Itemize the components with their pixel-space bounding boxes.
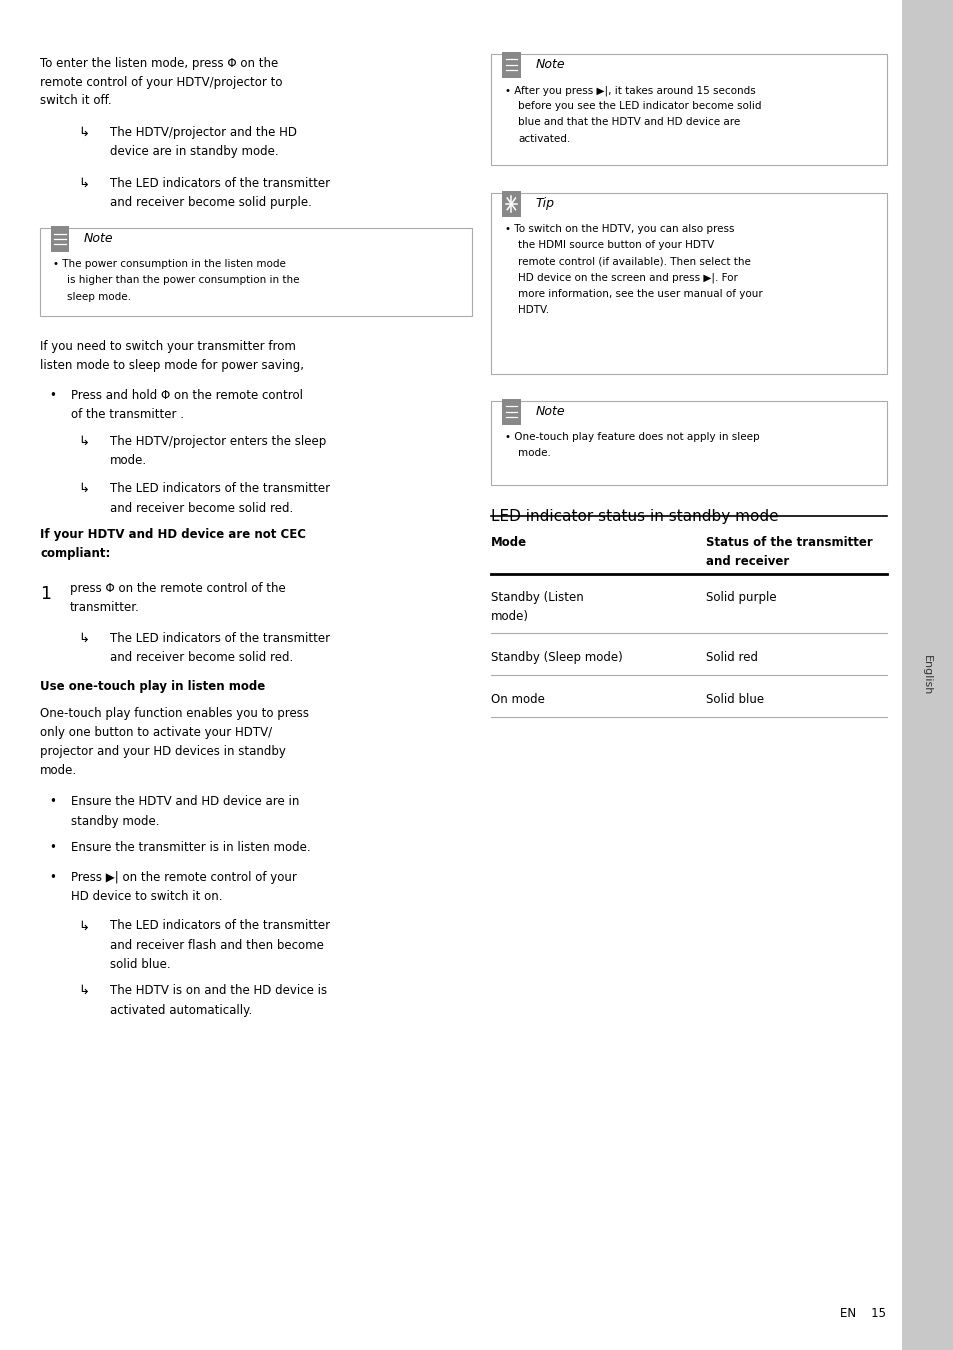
Text: •: • bbox=[50, 841, 56, 855]
Text: only one button to activate your HDTV/: only one button to activate your HDTV/ bbox=[40, 726, 272, 740]
Text: sleep mode.: sleep mode. bbox=[67, 292, 131, 301]
Text: ↳: ↳ bbox=[78, 632, 90, 645]
Text: before you see the LED indicator become solid: before you see the LED indicator become … bbox=[517, 101, 760, 111]
Text: ↳: ↳ bbox=[78, 984, 90, 998]
Text: The LED indicators of the transmitter: The LED indicators of the transmitter bbox=[110, 919, 330, 933]
Text: and receiver: and receiver bbox=[705, 555, 788, 568]
Text: Standby (Sleep mode): Standby (Sleep mode) bbox=[491, 651, 622, 664]
Text: ↳: ↳ bbox=[78, 919, 90, 933]
Text: English: English bbox=[922, 655, 931, 695]
Text: Note: Note bbox=[535, 405, 564, 418]
Text: Note: Note bbox=[84, 232, 113, 246]
Text: Press ▶| on the remote control of your: Press ▶| on the remote control of your bbox=[71, 871, 296, 884]
Text: HD device to switch it on.: HD device to switch it on. bbox=[71, 891, 222, 903]
Text: listen mode to sleep mode for power saving,: listen mode to sleep mode for power savi… bbox=[40, 359, 304, 373]
Text: The LED indicators of the transmitter: The LED indicators of the transmitter bbox=[110, 632, 330, 645]
Text: projector and your HD devices in standby: projector and your HD devices in standby bbox=[40, 745, 286, 759]
Text: device are in standby mode.: device are in standby mode. bbox=[110, 146, 278, 158]
Text: The HDTV/projector enters the sleep: The HDTV/projector enters the sleep bbox=[110, 435, 326, 448]
Text: more information, see the user manual of your: more information, see the user manual of… bbox=[517, 289, 762, 298]
Text: 1: 1 bbox=[40, 585, 51, 602]
FancyBboxPatch shape bbox=[501, 190, 520, 217]
Text: standby mode.: standby mode. bbox=[71, 815, 159, 828]
Text: One-touch play function enables you to press: One-touch play function enables you to p… bbox=[40, 707, 309, 721]
Text: Standby (Listen: Standby (Listen bbox=[491, 591, 583, 605]
Text: Ensure the transmitter is in listen mode.: Ensure the transmitter is in listen mode… bbox=[71, 841, 310, 855]
Text: •: • bbox=[50, 389, 56, 402]
Text: EN    15: EN 15 bbox=[840, 1307, 885, 1320]
Text: To enter the listen mode, press Φ on the: To enter the listen mode, press Φ on the bbox=[40, 57, 278, 70]
Text: •: • bbox=[50, 871, 56, 884]
Text: LED indicator status in standby mode: LED indicator status in standby mode bbox=[491, 509, 778, 524]
Text: The LED indicators of the transmitter: The LED indicators of the transmitter bbox=[110, 177, 330, 190]
Text: Solid blue: Solid blue bbox=[705, 693, 763, 706]
Text: and receiver become solid red.: and receiver become solid red. bbox=[110, 502, 293, 514]
Text: switch it off.: switch it off. bbox=[40, 95, 112, 108]
Text: HDTV.: HDTV. bbox=[517, 305, 549, 315]
Text: If your HDTV and HD device are not CEC: If your HDTV and HD device are not CEC bbox=[40, 528, 306, 541]
Text: ↳: ↳ bbox=[78, 482, 90, 495]
Text: ↳: ↳ bbox=[78, 177, 90, 190]
Text: mode.: mode. bbox=[110, 454, 147, 467]
FancyBboxPatch shape bbox=[491, 401, 886, 485]
Text: and receiver become solid red.: and receiver become solid red. bbox=[110, 651, 293, 664]
Text: of the transmitter .: of the transmitter . bbox=[71, 408, 183, 421]
Text: On mode: On mode bbox=[491, 693, 544, 706]
Text: compliant:: compliant: bbox=[40, 547, 111, 560]
Text: If you need to switch your transmitter from: If you need to switch your transmitter f… bbox=[40, 340, 295, 354]
Text: The LED indicators of the transmitter: The LED indicators of the transmitter bbox=[110, 482, 330, 495]
FancyBboxPatch shape bbox=[51, 225, 70, 252]
Text: Ensure the HDTV and HD device are in: Ensure the HDTV and HD device are in bbox=[71, 795, 298, 809]
Text: • The power consumption in the listen mode: • The power consumption in the listen mo… bbox=[53, 259, 286, 269]
Text: activated automatically.: activated automatically. bbox=[110, 1004, 252, 1017]
Text: ↳: ↳ bbox=[78, 126, 90, 139]
Text: Note: Note bbox=[535, 58, 564, 72]
Text: press Φ on the remote control of the: press Φ on the remote control of the bbox=[70, 582, 285, 595]
Text: Use one-touch play in listen mode: Use one-touch play in listen mode bbox=[40, 680, 265, 694]
Text: Tip: Tip bbox=[535, 197, 554, 211]
Text: Mode: Mode bbox=[491, 536, 527, 549]
Text: and receiver flash and then become: and receiver flash and then become bbox=[110, 940, 323, 952]
Text: Solid red: Solid red bbox=[705, 651, 758, 664]
Text: remote control of your HDTV/projector to: remote control of your HDTV/projector to bbox=[40, 76, 282, 89]
Text: mode): mode) bbox=[491, 610, 529, 624]
Text: transmitter.: transmitter. bbox=[70, 601, 139, 614]
Text: The HDTV/projector and the HD: The HDTV/projector and the HD bbox=[110, 126, 296, 139]
Text: is higher than the power consumption in the: is higher than the power consumption in … bbox=[67, 275, 299, 285]
Text: blue and that the HDTV and HD device are: blue and that the HDTV and HD device are bbox=[517, 117, 740, 127]
Text: the HDMI source button of your HDTV: the HDMI source button of your HDTV bbox=[517, 240, 714, 250]
FancyBboxPatch shape bbox=[501, 51, 520, 78]
Text: solid blue.: solid blue. bbox=[110, 958, 171, 972]
Text: Solid purple: Solid purple bbox=[705, 591, 776, 605]
Text: remote control (if available). Then select the: remote control (if available). Then sele… bbox=[517, 256, 750, 266]
FancyBboxPatch shape bbox=[40, 228, 472, 316]
Text: Press and hold Φ on the remote control: Press and hold Φ on the remote control bbox=[71, 389, 302, 402]
Text: activated.: activated. bbox=[517, 134, 570, 143]
Text: and receiver become solid purple.: and receiver become solid purple. bbox=[110, 196, 312, 209]
Text: mode.: mode. bbox=[517, 448, 550, 458]
Text: • After you press ▶|, it takes around 15 seconds: • After you press ▶|, it takes around 15… bbox=[504, 85, 755, 96]
Text: The HDTV is on and the HD device is: The HDTV is on and the HD device is bbox=[110, 984, 327, 998]
Text: • To switch on the HDTV, you can also press: • To switch on the HDTV, you can also pr… bbox=[504, 224, 734, 234]
FancyBboxPatch shape bbox=[501, 398, 520, 425]
Text: mode.: mode. bbox=[40, 764, 77, 778]
FancyBboxPatch shape bbox=[491, 193, 886, 374]
Text: HD device on the screen and press ▶|. For: HD device on the screen and press ▶|. Fo… bbox=[517, 273, 737, 284]
Text: ↳: ↳ bbox=[78, 435, 90, 448]
Text: • One-touch play feature does not apply in sleep: • One-touch play feature does not apply … bbox=[504, 432, 759, 441]
Text: Status of the transmitter: Status of the transmitter bbox=[705, 536, 872, 549]
Text: •: • bbox=[50, 795, 56, 809]
FancyBboxPatch shape bbox=[491, 54, 886, 165]
